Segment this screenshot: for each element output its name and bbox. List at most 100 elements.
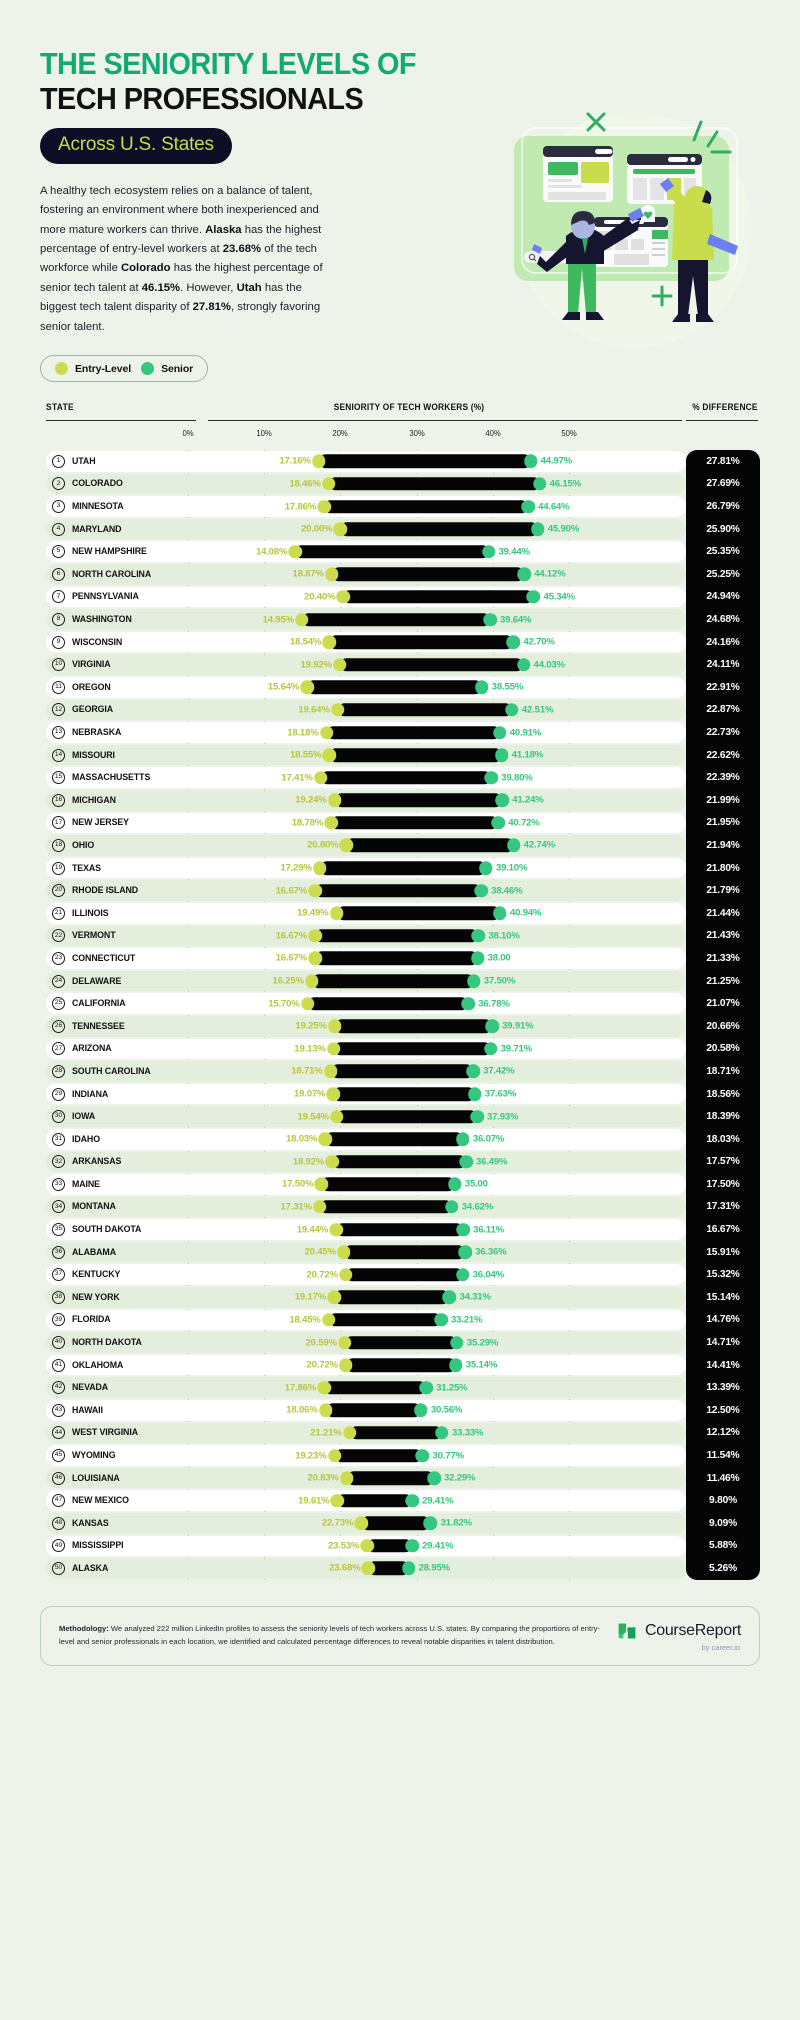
row-range-bar	[324, 499, 529, 514]
senior-marker	[526, 590, 541, 604]
axis-tick-row: 0% 10% 20% 30% 40% 50%	[40, 428, 760, 444]
row-rank-badge: 39	[52, 1313, 65, 1327]
senior-marker	[434, 1313, 448, 1327]
row-state-name: NEBRASKA	[72, 727, 122, 739]
intro-text-5: . However,	[180, 281, 237, 294]
difference-value: 18.71%	[686, 1060, 760, 1083]
table-row: 39 FLORIDA 18.45% 33.21% 14.76%	[40, 1308, 760, 1332]
entry-level-marker	[308, 951, 322, 966]
legend-label-entry: Entry-Level	[75, 362, 132, 375]
entry-level-marker	[327, 1290, 341, 1305]
difference-value: 24.16%	[686, 630, 760, 654]
difference-value: 21.95%	[686, 811, 760, 835]
entry-level-value: 15.70%	[268, 998, 300, 1010]
difference-value: 14.41%	[686, 1353, 760, 1377]
row-state-name: UTAH	[72, 455, 96, 467]
entry-level-marker	[361, 1561, 376, 1576]
row-state-name: COLORADO	[72, 478, 123, 490]
entry-level-value: 23.53%	[327, 1540, 360, 1552]
difference-value: 16.67%	[686, 1218, 760, 1241]
row-rank-badge: 24	[52, 974, 65, 988]
intro-text-3: of the tech workforce while	[40, 242, 317, 275]
table-row: 50 ALASKA 23.68% 28.95% 5.26%	[40, 1557, 760, 1580]
row-bar-track: 23.68% 28.95%	[40, 1557, 760, 1580]
entry-level-value: 20.40%	[304, 591, 336, 603]
row-rank-badge: 26	[52, 1019, 65, 1033]
difference-value: 24.94%	[686, 585, 760, 609]
senior-value: 40.72%	[508, 817, 540, 829]
entry-level-marker	[318, 1132, 333, 1146]
axis-tick-10pct: 10%	[256, 428, 272, 439]
row-range-bar	[345, 1268, 463, 1282]
senior-value: 39.64%	[500, 614, 532, 626]
intro-text-1: A healthy tech ecosystem relies on a bal…	[40, 184, 319, 236]
entry-level-marker	[330, 1493, 345, 1508]
chart-rows: 1 UTAH 17.16% 44.97% 27.81% 2 COLORADO 18.46% 46…	[40, 450, 760, 1580]
row-bar-track: 19.61% 29.41%	[40, 1489, 760, 1512]
row-range-bar	[315, 929, 479, 943]
senior-value: 29.41%	[422, 1495, 454, 1507]
entry-level-value: 19.44%	[296, 1224, 329, 1236]
row-bar-track: 20.72% 35.14%	[40, 1354, 760, 1377]
table-row: 41 OKLAHOMA 20.72% 35.14% 14.41%	[40, 1353, 760, 1377]
axis-tick-20pct: 20%	[332, 428, 348, 439]
senior-value: 36.36%	[475, 1246, 507, 1258]
entry-level-marker	[313, 770, 328, 785]
row-range-bar	[333, 1042, 491, 1056]
row-range-bar	[321, 1177, 455, 1192]
row-bar-track: 18.03% 36.07%	[40, 1128, 760, 1151]
row-state-name: WISCONSIN	[72, 636, 123, 648]
row-state-name: MARYLAND	[72, 523, 122, 535]
senior-value: 33.21%	[451, 1314, 483, 1326]
row-rank-badge: 13	[52, 726, 65, 740]
entry-level-marker	[319, 725, 334, 740]
row-state-name: IDAHO	[72, 1133, 100, 1145]
row-range-bar	[307, 680, 482, 695]
difference-value: 21.07%	[686, 992, 760, 1015]
row-bar-track: 17.16% 44.97%	[40, 450, 760, 473]
row-bar-track: 19.49% 40.94%	[40, 902, 760, 925]
difference-value: 15.91%	[686, 1240, 760, 1264]
row-state-name: VIRGINIA	[72, 659, 111, 671]
row-bar-track: 20.40% 45.34%	[40, 586, 760, 609]
table-row: 7 PENNSYLVANIA 20.40% 45.34% 24.94%	[40, 585, 760, 609]
entry-level-marker	[337, 1245, 351, 1259]
row-rank-badge: 6	[52, 567, 65, 581]
senior-value: 37.50%	[483, 975, 516, 987]
row-rank-badge: 35	[52, 1223, 65, 1237]
entry-level-value: 22.73%	[321, 1517, 354, 1529]
row-bar-track: 18.18% 40.91%	[40, 721, 760, 744]
entry-level-marker	[313, 1200, 327, 1214]
row-rank-badge: 32	[52, 1155, 65, 1169]
senior-marker	[442, 1290, 457, 1305]
entry-level-marker	[325, 1155, 339, 1169]
row-state-name: MASSACHUSETTS	[72, 772, 151, 784]
table-row: 37 KENTUCKY 20.72% 36.04% 15.32%	[40, 1263, 760, 1287]
row-bar-track: 14.95% 39.64%	[40, 608, 760, 631]
row-state-name: IOWA	[72, 1111, 96, 1123]
page-title-line1: THE SENIORITY LEVELS OF	[40, 46, 416, 81]
row-rank-badge: 12	[52, 703, 65, 717]
difference-value: 15.14%	[686, 1286, 760, 1309]
subtitle-pill: Across U.S. States	[40, 127, 232, 164]
senior-value: 45.34%	[543, 591, 575, 603]
row-range-bar	[336, 906, 500, 921]
table-row: 22 VERMONT 16.67% 38.10% 21.43%	[40, 924, 760, 948]
senior-marker	[419, 1380, 433, 1395]
entry-level-marker	[339, 1358, 353, 1372]
row-bar-track: 18.45% 33.21%	[40, 1309, 760, 1332]
row-range-bar	[334, 1290, 450, 1305]
row-state-name: ALASKA	[72, 1562, 109, 1574]
senior-value: 35.29%	[466, 1337, 499, 1349]
methodology-body: We analyzed 222 million LinkedIn profile…	[59, 1624, 600, 1646]
senior-marker	[414, 1403, 428, 1418]
entry-level-marker	[312, 861, 327, 875]
senior-marker	[517, 567, 531, 582]
row-state-name: MONTANA	[72, 1201, 116, 1213]
senior-value: 37.63%	[484, 1088, 517, 1100]
row-range-bar	[334, 1448, 423, 1463]
row-bar-track: 23.53% 29.41%	[40, 1535, 760, 1558]
row-rank-badge: 31	[52, 1132, 65, 1146]
senior-value: 46.15%	[549, 478, 582, 490]
plus-mark-icon	[651, 285, 673, 307]
